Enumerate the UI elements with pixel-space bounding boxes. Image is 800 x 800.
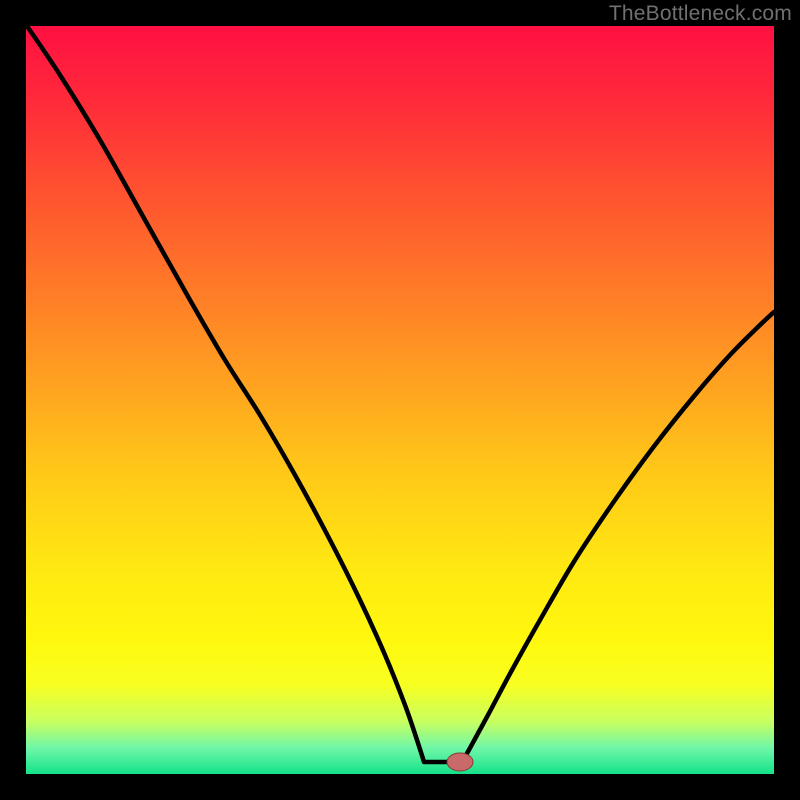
plot-background — [26, 26, 774, 774]
watermark-text: TheBottleneck.com — [609, 2, 792, 26]
bottleneck-chart — [0, 0, 800, 800]
optimal-marker — [447, 753, 473, 771]
chart-frame: TheBottleneck.com — [0, 0, 800, 800]
